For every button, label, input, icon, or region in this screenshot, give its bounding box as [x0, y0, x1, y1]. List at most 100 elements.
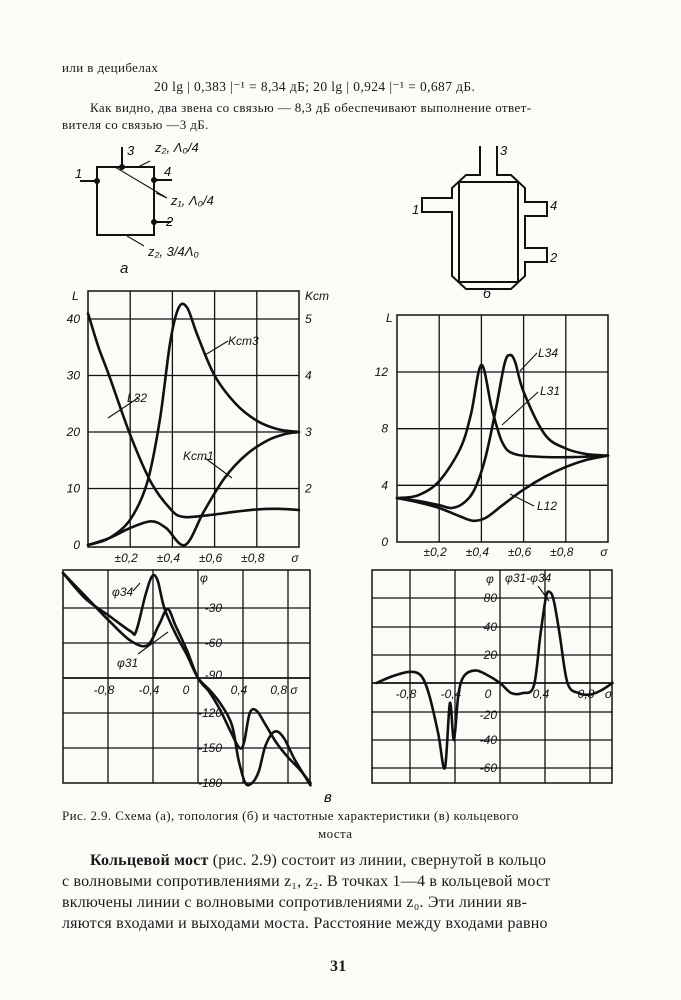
port-2-label: 2 — [165, 214, 174, 229]
series-φ34 — [61, 571, 312, 787]
y-tick-label: -60 — [480, 761, 498, 775]
x-tick-label: 0,8 σ — [270, 683, 298, 697]
y-tick-label-right: 2 — [304, 482, 312, 496]
chart-1 — [86, 290, 301, 548]
series-L12 — [395, 454, 610, 523]
y-tick-label-right: 4 — [305, 369, 312, 383]
port-3-label: 3 — [127, 143, 135, 158]
series-L31 — [395, 363, 610, 500]
y-tick-label: 4 — [381, 478, 388, 492]
chart-frame — [62, 569, 311, 784]
x-tick-label: ±0,8 — [550, 545, 574, 559]
schematic-a: 1 3 4 2 z₂, Λ₀/4 z₁, Λ₀/4 z₂, 3/4Λ₀ a — [75, 140, 214, 277]
chart-frame — [371, 569, 613, 784]
paragraph-line-1: Как видно, два звена со связью — 8,3 дБ … — [90, 100, 532, 115]
port-3-label-b: 3 — [500, 143, 508, 158]
x-tick-label: ±0,6 — [199, 551, 223, 565]
x-tick-label: 0 — [183, 683, 190, 697]
label-z2-three-quarter: z₂, 3/4Λ₀ — [147, 244, 199, 259]
y-tick-label: 0 — [73, 538, 80, 552]
series-leader-line — [519, 352, 538, 372]
y-tick-label: 8 — [381, 422, 388, 436]
page-number: 31 — [330, 958, 347, 975]
series-leader-line — [132, 582, 141, 592]
x-tick-label: ±0,2 — [424, 545, 448, 559]
y-tick-label: 80 — [484, 591, 498, 605]
x-tick-label: σ — [605, 687, 613, 701]
label-z1-quarter: z₁, Λ₀/4 — [170, 193, 214, 208]
chart-frame — [87, 290, 300, 548]
y-axis-label: φ — [486, 572, 494, 586]
y-tick-label: 10 — [67, 482, 81, 496]
port-2-label-b: 2 — [549, 250, 558, 265]
term-ring-bridge: Кольцевой мост — [90, 852, 209, 869]
x-tick-label: 0,4 — [533, 687, 550, 701]
y-tick-label-right: 3 — [305, 425, 312, 439]
x-tick-label: ±0,4 — [466, 545, 490, 559]
paragraph-line-2: вителя со связью —3 дБ. — [62, 117, 209, 132]
series-label: φ31-φ34 — [505, 571, 552, 585]
y-tick-label: 40 — [484, 620, 498, 634]
intro-text: или в децибелах — [62, 60, 159, 75]
series-label: L31 — [540, 384, 560, 398]
series-leader-line — [204, 457, 233, 479]
y-tick-label-right: 5 — [305, 312, 312, 326]
series-leader-line — [501, 391, 539, 426]
label-z2-quarter: z₂, Λ₀/4 — [154, 140, 199, 155]
y-tick-label: -150 — [198, 741, 222, 755]
x-tick-label: 0 — [485, 687, 492, 701]
x-tick-label: ±0,8 — [241, 551, 265, 565]
subfigure-letter-v: в — [324, 789, 332, 806]
series-label: Kст3 — [228, 334, 259, 348]
y-tick-label: 30 — [67, 369, 81, 383]
y-tick-label: -60 — [205, 636, 223, 650]
series-label: L12 — [537, 499, 557, 513]
chart-4 — [371, 569, 614, 784]
x-tick-label: -0,8 — [396, 687, 417, 701]
series-L34 — [395, 353, 610, 510]
series-leader-line — [107, 397, 139, 419]
y-tick-label: 40 — [67, 312, 81, 326]
series-leader-line — [137, 631, 169, 655]
port-4-label: 4 — [164, 164, 171, 179]
port-1-label: 1 — [75, 166, 82, 181]
y-tick-label: -120 — [198, 706, 222, 720]
subfigure-letter-a: a — [120, 260, 128, 277]
y-tick-label: 20 — [483, 648, 498, 662]
x-tick-label: 0,8 — [578, 687, 595, 701]
x-tick-label: -0,4 — [139, 683, 160, 697]
chart-2 — [395, 314, 610, 543]
port-1-label-b: 1 — [412, 202, 419, 217]
body-line-2: с волновыми сопротивлениями z₁, z₂. В то… — [62, 873, 551, 890]
series-label: L34 — [538, 346, 558, 360]
body-line-4: ляются входами и выходами моста. Расстоя… — [62, 915, 548, 932]
y-axis-label-right: Kст — [305, 289, 329, 303]
port-4-label-b: 4 — [550, 198, 557, 213]
y-tick-label: -90 — [205, 668, 223, 682]
body-line-1-text: (рис. 2.9) состоит из линии, свернутой в… — [208, 852, 547, 869]
series-label: φ31 — [117, 656, 138, 670]
series-leader-line — [509, 493, 535, 507]
x-tick-label: -0,4 — [441, 687, 462, 701]
series-Kст1 — [86, 430, 301, 547]
y-tick-label: -20 — [480, 708, 498, 722]
x-tick-label: ±0,4 — [157, 551, 181, 565]
y-tick-label: 20 — [66, 425, 81, 439]
series-leader-line — [204, 340, 229, 356]
series-label: φ34 — [112, 585, 134, 599]
figure-caption-line-2: моста — [318, 826, 353, 841]
series-Kст3 — [86, 302, 301, 547]
formula: 20 lg | 0,383 |⁻¹ = 8,34 дБ; 20 lg | 0,9… — [154, 79, 476, 94]
subfigure-letter-b: б — [483, 285, 492, 301]
series-L32 — [86, 312, 301, 519]
series-φ31 — [61, 571, 312, 785]
y-axis-label: L — [72, 289, 79, 303]
x-tick-label: σ — [291, 551, 299, 565]
y-tick-label: -180 — [198, 776, 222, 790]
body-line-3: включены линии с волновыми сопротивления… — [62, 894, 528, 911]
series-label: Kст1 — [183, 449, 214, 463]
x-tick-label: ±0,6 — [508, 545, 532, 559]
body-line-1: Кольцевой мост (рис. 2.9) состоит из лин… — [90, 852, 546, 870]
